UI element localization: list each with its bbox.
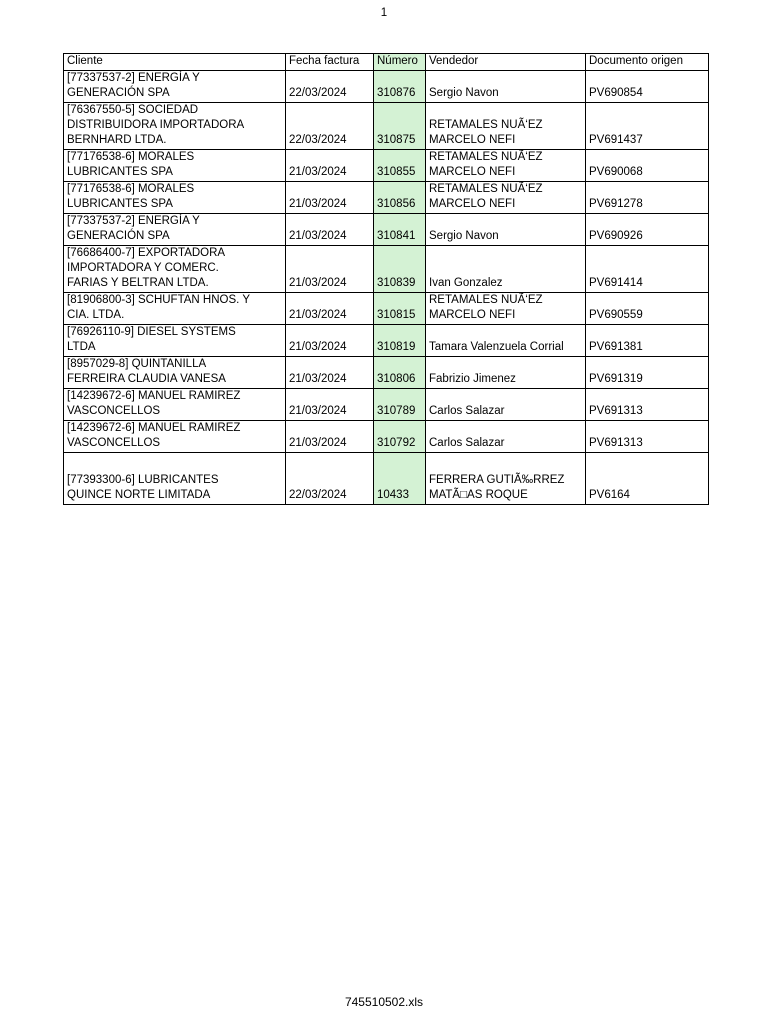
- vendedor-cell: RETAMALES NUÃ‘EZ MARCELO NEFI: [425, 292, 586, 325]
- cliente-cell: [77176538-6] MORALES LUBRICANTES SPA: [63, 149, 286, 182]
- table-row: [77176538-6] MORALES LUBRICANTES SPA 21/0…: [63, 149, 709, 182]
- cliente-cell: [81906800-3] SCHUFTAN HNOS. Y CIA. LTDA.: [63, 292, 286, 325]
- vendedor-cell: Fabrizio Jimenez: [425, 356, 586, 389]
- cliente-cell: [14239672-6] MANUEL RAMIREZ VASCONCELLOS: [63, 420, 286, 453]
- table-row: [76926110-9] DIESEL SYSTEMS LTDA 21/03/20…: [63, 324, 709, 357]
- cliente-cell: [77337537-2] ENERGÍA Y GENERACIÓN SPA: [63, 213, 286, 246]
- documento-origen-cell: PV690068: [585, 149, 709, 182]
- fecha-factura-cell: 21/03/2024: [285, 324, 374, 357]
- column-header-numero: Número: [373, 53, 426, 71]
- vendedor-cell: Carlos Salazar: [425, 388, 586, 421]
- cliente-cell: [77176538-6] MORALES LUBRICANTES SPA: [63, 181, 286, 214]
- table-row: [76686400-7] EXPORTADORA IMPORTADORA Y C…: [63, 245, 709, 293]
- numero-cell: 10433: [373, 452, 426, 505]
- fecha-factura-cell: 21/03/2024: [285, 181, 374, 214]
- vendedor-cell: RETAMALES NUÃ‘EZ MARCELO NEFI: [425, 181, 586, 214]
- table-row: [14239672-6] MANUEL RAMIREZ VASCONCELLOS…: [63, 388, 709, 421]
- vendedor-cell: RETAMALES NUÃ‘EZ MARCELO NEFI: [425, 149, 586, 182]
- vendedor-cell: RETAMALES NUÃ‘EZ MARCELO NEFI: [425, 102, 586, 150]
- fecha-factura-cell: 22/03/2024: [285, 102, 374, 150]
- numero-cell: 310806: [373, 356, 426, 389]
- documento-origen-cell: PV691437: [585, 102, 709, 150]
- numero-cell: 310855: [373, 149, 426, 182]
- numero-cell: 310839: [373, 245, 426, 293]
- documento-origen-cell: PV691278: [585, 181, 709, 214]
- fecha-factura-cell: 21/03/2024: [285, 388, 374, 421]
- cliente-cell: [76926110-9] DIESEL SYSTEMS LTDA: [63, 324, 286, 357]
- invoice-table-body: [77337537-2] ENERGÍA Y GENERACIÓN SPA 22/…: [63, 70, 709, 505]
- table-header-row: Cliente Fecha factura Número Vendedor Do…: [63, 53, 709, 71]
- table-row: [77337537-2] ENERGÍA Y GENERACIÓN SPA 22/…: [63, 70, 709, 103]
- table-row: [8957029-8] QUINTANILLA FERREIRA CLAUDIA…: [63, 356, 709, 389]
- numero-cell: 310819: [373, 324, 426, 357]
- numero-cell: 310792: [373, 420, 426, 453]
- vendedor-cell: FERRERA GUTIÃ‰RREZ MATÃ□AS ROQUE: [425, 452, 586, 505]
- table-row: [77393300-6] LUBRICANTES QUINCE NORTE LI…: [63, 452, 709, 505]
- numero-cell: 310876: [373, 70, 426, 103]
- table-row: [76367550-5] SOCIEDAD DISTRIBUIDORA IMPO…: [63, 102, 709, 150]
- documento-origen-cell: PV691414: [585, 245, 709, 293]
- vendedor-cell: Sergio Navon: [425, 213, 586, 246]
- footer-filename: 745510502.xls: [344, 995, 424, 1009]
- vendedor-cell: Carlos Salazar: [425, 420, 586, 453]
- column-header-fecha-factura: Fecha factura: [285, 53, 374, 71]
- page-number: 1: [380, 7, 388, 19]
- fecha-factura-cell: 22/03/2024: [285, 70, 374, 103]
- vendedor-cell: Tamara Valenzuela Corrial: [425, 324, 586, 357]
- cliente-cell: [76686400-7] EXPORTADORA IMPORTADORA Y C…: [63, 245, 286, 293]
- fecha-factura-cell: 21/03/2024: [285, 356, 374, 389]
- fecha-factura-cell: 22/03/2024: [285, 452, 374, 505]
- fecha-factura-cell: 21/03/2024: [285, 292, 374, 325]
- numero-cell: 310841: [373, 213, 426, 246]
- numero-cell: 310815: [373, 292, 426, 325]
- documento-origen-cell: PV6164: [585, 452, 709, 505]
- documento-origen-cell: PV690854: [585, 70, 709, 103]
- column-header-documento-origen: Documento origen: [585, 53, 709, 71]
- cliente-cell: [77393300-6] LUBRICANTES QUINCE NORTE LI…: [63, 452, 286, 505]
- table-row: [77176538-6] MORALES LUBRICANTES SPA 21/0…: [63, 181, 709, 214]
- numero-cell: 310875: [373, 102, 426, 150]
- fecha-factura-cell: 21/03/2024: [285, 213, 374, 246]
- documento-origen-cell: PV690559: [585, 292, 709, 325]
- documento-origen-cell: PV691319: [585, 356, 709, 389]
- documento-origen-cell: PV690926: [585, 213, 709, 246]
- fecha-factura-cell: 21/03/2024: [285, 420, 374, 453]
- invoice-table: Cliente Fecha factura Número Vendedor Do…: [63, 53, 709, 505]
- table-row: [77337537-2] ENERGÍA Y GENERACIÓN SPA 21/…: [63, 213, 709, 246]
- column-header-vendedor: Vendedor: [425, 53, 586, 71]
- column-header-cliente: Cliente: [63, 53, 286, 71]
- documento-origen-cell: PV691381: [585, 324, 709, 357]
- fecha-factura-cell: 21/03/2024: [285, 149, 374, 182]
- fecha-factura-cell: 21/03/2024: [285, 245, 374, 293]
- table-row: [14239672-6] MANUEL RAMIREZ VASCONCELLOS…: [63, 420, 709, 453]
- cliente-cell: [77337537-2] ENERGÍA Y GENERACIÓN SPA: [63, 70, 286, 103]
- numero-cell: 310789: [373, 388, 426, 421]
- vendedor-cell: Ivan Gonzalez: [425, 245, 586, 293]
- cliente-cell: [8957029-8] QUINTANILLA FERREIRA CLAUDIA…: [63, 356, 286, 389]
- cliente-cell: [14239672-6] MANUEL RAMIREZ VASCONCELLOS: [63, 388, 286, 421]
- documento-origen-cell: PV691313: [585, 388, 709, 421]
- cliente-cell: [76367550-5] SOCIEDAD DISTRIBUIDORA IMPO…: [63, 102, 286, 150]
- documento-origen-cell: PV691313: [585, 420, 709, 453]
- table-row: [81906800-3] SCHUFTAN HNOS. Y CIA. LTDA.…: [63, 292, 709, 325]
- numero-cell: 310856: [373, 181, 426, 214]
- vendedor-cell: Sergio Navon: [425, 70, 586, 103]
